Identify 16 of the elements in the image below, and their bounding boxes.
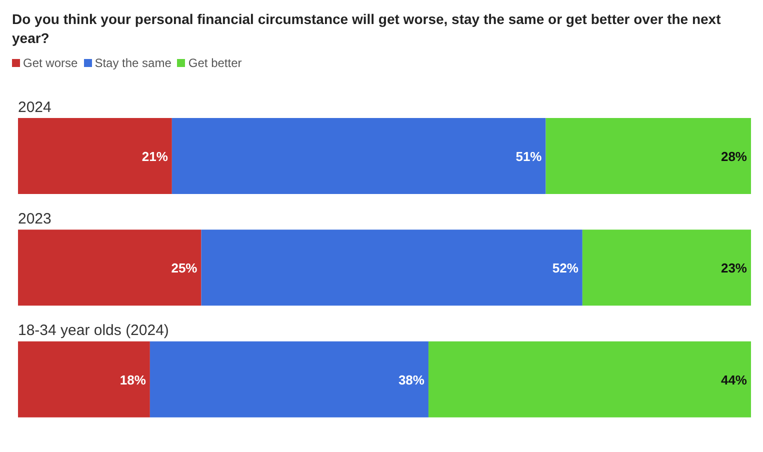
data-label: 21% (142, 149, 168, 164)
data-label: 28% (720, 149, 748, 164)
data-label: 25% (171, 260, 198, 276)
data-label: 23% (720, 260, 748, 276)
data-label: 52% (552, 260, 579, 276)
y-tick-label: 2023 (18, 210, 52, 228)
data-label: 38% (398, 372, 425, 388)
legend-label: Get worse (22, 56, 78, 70)
y-tick-label: 18-34 year olds (2024) (18, 322, 169, 340)
data-label: 51% (516, 149, 542, 164)
data-label: 18% (120, 372, 146, 388)
chart-title: Do you think your personal financial circumstance will get worse, stay the same or get better over the next year? (11, 10, 722, 48)
legend-label: Get better (187, 56, 242, 70)
legend-label: Stay the same (94, 56, 172, 70)
data-label: 44% (720, 372, 748, 388)
y-tick-label: 2024 (18, 98, 52, 116)
